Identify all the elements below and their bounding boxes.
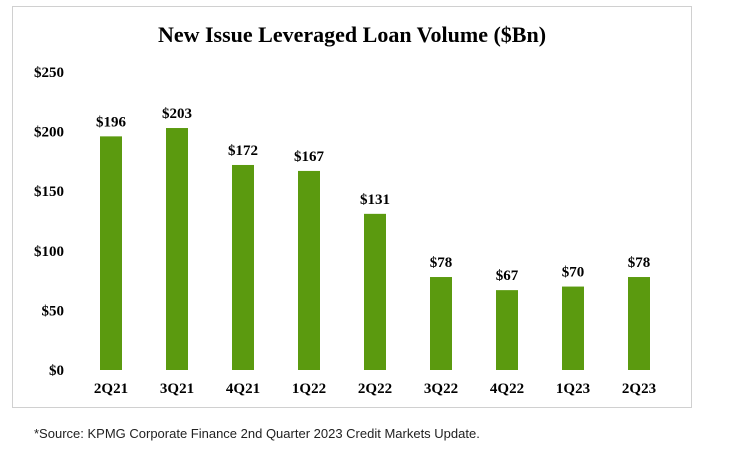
- x-tick-label: 1Q23: [556, 381, 590, 397]
- y-tick-label: $200: [34, 125, 64, 141]
- chart-title: New Issue Leveraged Loan Volume ($Bn): [158, 22, 546, 47]
- y-axis: $0 $50 $100 $150 $200 $250: [34, 65, 64, 379]
- bar-chart: New Issue Leveraged Loan Volume ($Bn) $0…: [34, 22, 656, 397]
- y-tick-label: $50: [42, 303, 65, 319]
- bar-1q23: [562, 286, 584, 370]
- bar-4q22: [496, 290, 518, 370]
- x-tick-label: 2Q21: [94, 381, 128, 397]
- bar-4q21: [232, 164, 254, 370]
- data-label-3q22: $78: [430, 255, 453, 271]
- data-label-2q22: $131: [360, 192, 390, 208]
- bar-2q22: [364, 213, 386, 370]
- x-tick-label: 4Q21: [226, 381, 260, 397]
- x-tick-label: 3Q21: [160, 381, 194, 397]
- data-label-2q23: $78: [628, 255, 651, 271]
- data-label-4q22: $67: [496, 268, 519, 284]
- x-tick-label: 2Q23: [622, 381, 656, 397]
- data-label-4q21: $172: [228, 143, 258, 159]
- bars-group: $196 $203 $172 $167 $131 $78 $67 $70 $78: [96, 106, 650, 370]
- y-tick-label: $150: [34, 184, 64, 200]
- x-tick-label: 3Q22: [424, 381, 458, 397]
- bar-1q22: [298, 170, 320, 370]
- y-tick-label: $250: [34, 65, 64, 81]
- bar-2q23: [628, 277, 650, 370]
- bar-3q22: [430, 277, 452, 370]
- data-label-3q21: $203: [162, 106, 192, 122]
- bar-2q21: [100, 136, 122, 370]
- x-tick-label: 2Q22: [358, 381, 392, 397]
- x-tick-label: 4Q22: [490, 381, 524, 397]
- data-label-1q22: $167: [294, 149, 325, 165]
- source-note: *Source: KPMG Corporate Finance 2nd Quar…: [34, 426, 480, 441]
- data-label-2q21: $196: [96, 114, 127, 130]
- x-tick-label: 1Q22: [292, 381, 326, 397]
- y-tick-label: $100: [34, 244, 64, 260]
- bar-3q21: [166, 128, 188, 370]
- data-label-1q23: $70: [562, 265, 585, 281]
- y-tick-label: $0: [49, 363, 64, 379]
- x-axis: 2Q21 3Q21 4Q21 1Q22 2Q22 3Q22 4Q22 1Q23 2Q23: [94, 381, 656, 397]
